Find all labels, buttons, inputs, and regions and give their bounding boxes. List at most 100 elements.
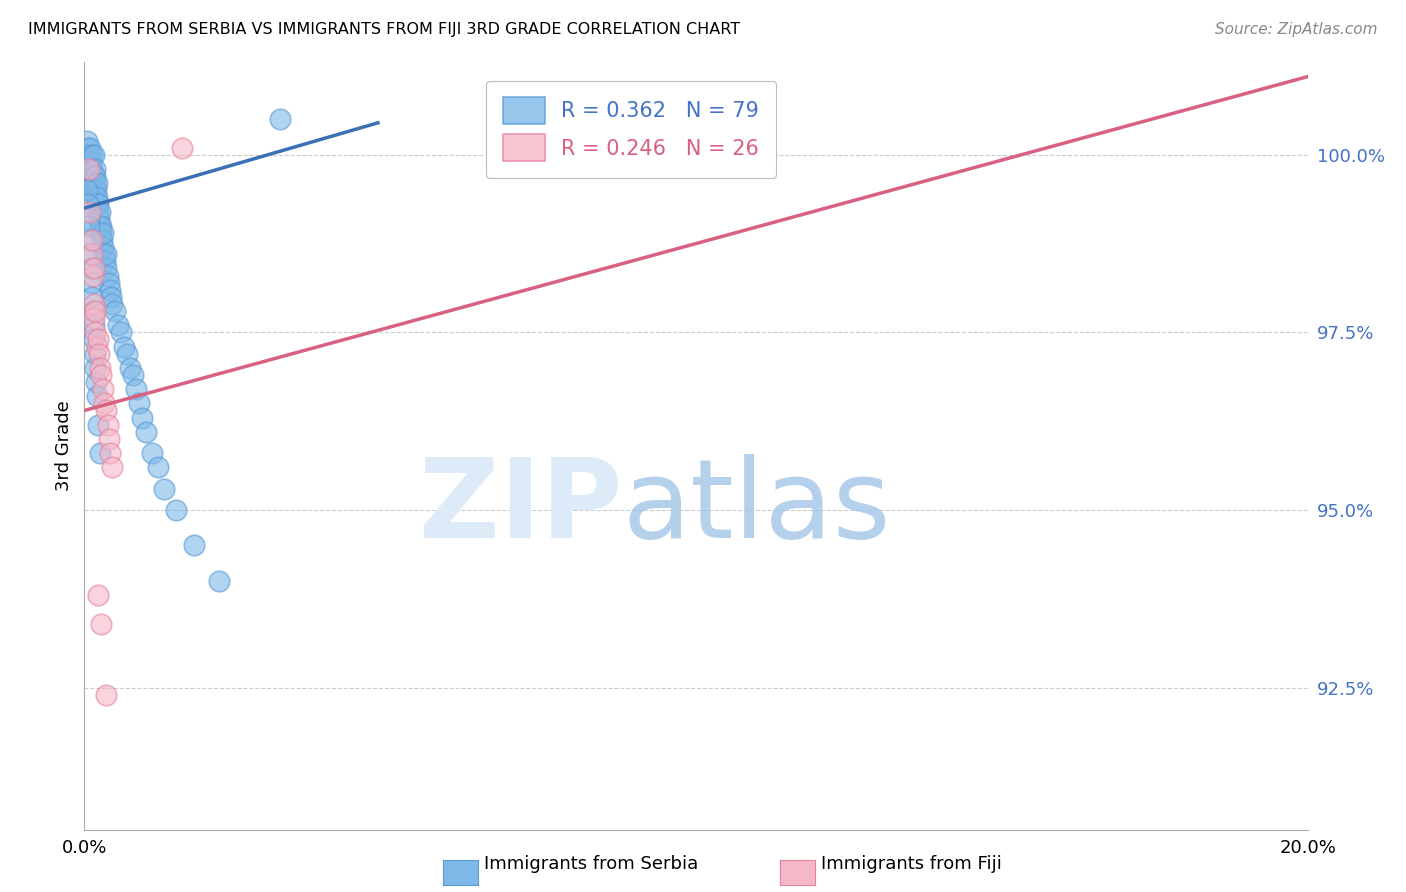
Point <box>93 396 115 410</box>
Point <box>112 340 135 354</box>
Point <box>76 134 98 148</box>
Point <box>91 226 114 240</box>
Point <box>87 588 110 602</box>
Text: Immigrants from Serbia: Immigrants from Serbia <box>484 855 697 873</box>
Point <box>94 261 117 276</box>
Point <box>77 154 100 169</box>
Point <box>87 346 110 360</box>
Point <box>77 148 100 162</box>
Point <box>107 318 129 333</box>
Point <box>82 161 104 176</box>
Point <box>93 254 115 268</box>
Point <box>80 148 103 162</box>
Y-axis label: 3rd Grade: 3rd Grade <box>55 401 73 491</box>
Point <box>89 204 111 219</box>
Point <box>83 318 105 333</box>
Point <box>110 326 132 340</box>
Point <box>101 297 124 311</box>
Point <box>77 148 100 162</box>
Point <box>86 340 108 354</box>
Point <box>86 176 108 190</box>
Point <box>98 446 121 460</box>
Point <box>183 538 205 552</box>
Point <box>80 276 103 290</box>
Point <box>83 346 105 360</box>
Point <box>83 333 105 347</box>
Point <box>87 211 110 226</box>
Point <box>91 233 114 247</box>
Point <box>96 247 118 261</box>
Point <box>101 460 124 475</box>
Point <box>94 688 117 702</box>
Point <box>91 240 114 254</box>
Point <box>84 360 107 375</box>
Point <box>90 226 112 240</box>
Point <box>83 183 105 197</box>
Point <box>82 290 104 304</box>
Point <box>79 204 101 219</box>
Point <box>87 417 110 432</box>
Point <box>125 382 148 396</box>
Point <box>98 283 121 297</box>
Point <box>97 432 120 446</box>
Point <box>90 616 112 631</box>
Point <box>91 382 114 396</box>
Point <box>94 403 117 417</box>
Point <box>90 219 112 233</box>
Point <box>80 154 103 169</box>
Point <box>82 304 104 318</box>
Point <box>84 326 107 340</box>
Point <box>131 410 153 425</box>
Point <box>77 197 100 211</box>
Text: Source: ZipAtlas.com: Source: ZipAtlas.com <box>1215 22 1378 37</box>
Point <box>89 446 111 460</box>
Point <box>82 176 104 190</box>
Point <box>82 268 104 283</box>
Point <box>83 161 105 176</box>
Point <box>79 233 101 247</box>
Point <box>84 304 107 318</box>
Point <box>86 389 108 403</box>
Point <box>89 360 111 375</box>
Point <box>146 460 169 475</box>
Point <box>120 360 142 375</box>
Point <box>84 169 107 183</box>
Point <box>84 375 107 389</box>
Point <box>83 176 105 190</box>
Point <box>135 425 157 439</box>
Point <box>83 169 105 183</box>
Point <box>153 482 176 496</box>
Legend: R = 0.362   N = 79, R = 0.246   N = 26: R = 0.362 N = 79, R = 0.246 N = 26 <box>486 80 776 178</box>
Point <box>83 311 105 326</box>
Point <box>77 211 100 226</box>
Point <box>97 276 120 290</box>
Point <box>79 148 101 162</box>
Point <box>97 417 120 432</box>
Point <box>86 190 108 204</box>
Point <box>83 261 105 276</box>
Point <box>208 574 231 588</box>
Text: IMMIGRANTS FROM SERBIA VS IMMIGRANTS FROM FIJI 3RD GRADE CORRELATION CHART: IMMIGRANTS FROM SERBIA VS IMMIGRANTS FRO… <box>28 22 740 37</box>
Point <box>141 446 163 460</box>
Point <box>77 161 100 176</box>
Point <box>87 333 110 347</box>
Point <box>104 304 127 318</box>
Point <box>128 396 150 410</box>
Point <box>97 268 120 283</box>
Point <box>84 183 107 197</box>
Text: Immigrants from Fiji: Immigrants from Fiji <box>821 855 1002 873</box>
Point <box>80 233 103 247</box>
Point <box>93 247 115 261</box>
Point <box>90 368 112 382</box>
Point <box>80 247 103 261</box>
Point <box>79 247 101 261</box>
Point <box>87 197 110 211</box>
Point <box>77 219 100 233</box>
Text: ZIP: ZIP <box>419 454 623 561</box>
Point <box>83 297 105 311</box>
Point <box>79 141 101 155</box>
Point <box>122 368 145 382</box>
Point <box>86 197 108 211</box>
Point <box>100 290 122 304</box>
Point <box>115 346 138 360</box>
